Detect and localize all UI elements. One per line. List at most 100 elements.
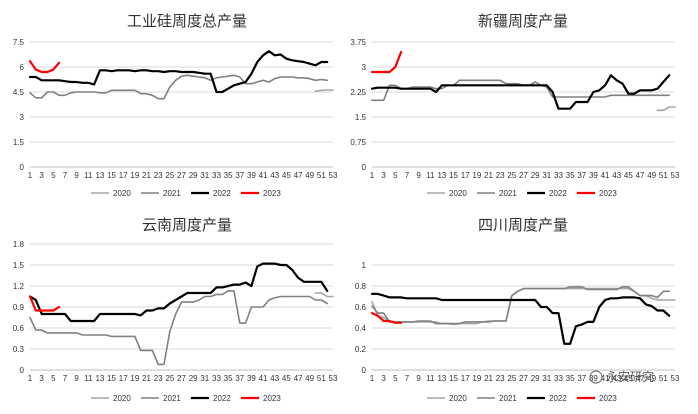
x-tick-label: 5 <box>393 171 398 180</box>
x-tick-label: 17 <box>461 171 470 180</box>
x-tick-label: 31 <box>200 374 209 383</box>
x-tick-label: 15 <box>107 171 116 180</box>
x-tick-label: 39 <box>247 374 256 383</box>
x-tick-label: 35 <box>566 171 575 180</box>
x-tick-label: 27 <box>177 171 186 180</box>
x-tick-label: 47 <box>294 374 303 383</box>
x-tick-label: 5 <box>393 374 398 383</box>
x-tick-label: 43 <box>612 374 621 383</box>
x-tick-label: 25 <box>507 374 516 383</box>
x-tick-label: 31 <box>542 374 551 383</box>
legend-label-2021: 2021 <box>163 394 181 403</box>
x-tick-label: 3 <box>39 171 44 180</box>
x-tick-label: 45 <box>282 171 291 180</box>
legend-label-2023: 2023 <box>263 189 281 198</box>
watermark-text: 永安研究 <box>606 369 654 384</box>
chart-title: 云南周度产量 <box>142 217 232 234</box>
x-tick-label: 7 <box>63 171 68 180</box>
x-tick-label: 47 <box>294 171 303 180</box>
y-tick-label: 0.2 <box>355 345 367 354</box>
x-tick-label: 3 <box>381 374 386 383</box>
series-line-2022 <box>370 292 671 345</box>
x-tick-label: 3 <box>381 171 386 180</box>
x-tick-label: 13 <box>437 374 446 383</box>
x-tick-label: 27 <box>177 374 186 383</box>
x-tick-label: 9 <box>74 374 79 383</box>
x-tick-label: 39 <box>247 171 256 180</box>
x-tick-label: 49 <box>647 171 656 180</box>
legend-label-2022: 2022 <box>549 189 567 198</box>
x-tick-label: 5 <box>51 171 56 180</box>
x-tick-label: 39 <box>589 374 598 383</box>
y-tick-label: 0.9 <box>13 303 25 312</box>
x-tick-label: 53 <box>671 374 680 383</box>
y-tick-label: 0.4 <box>355 324 367 333</box>
series-line-2021 <box>371 286 671 325</box>
x-tick-label: 37 <box>577 374 586 383</box>
x-tick-label: 39 <box>589 171 598 180</box>
x-tick-label: 43 <box>270 374 279 383</box>
legend-label-2023: 2023 <box>263 394 281 403</box>
y-tick-label: 0 <box>20 366 25 375</box>
x-tick-label: 23 <box>154 374 163 383</box>
series-line-2023 <box>28 60 61 74</box>
x-tick-label: 37 <box>235 171 244 180</box>
legend-label-2020: 2020 <box>449 394 467 403</box>
x-tick-label: 35 <box>566 374 575 383</box>
series-line-2021 <box>29 290 329 366</box>
x-tick-label: 21 <box>484 374 493 383</box>
x-tick-label: 13 <box>95 171 104 180</box>
chart-title: 新疆周度产量 <box>478 13 568 30</box>
x-tick-label: 27 <box>519 374 528 383</box>
y-tick-label: 1.5 <box>13 261 25 270</box>
x-tick-label: 31 <box>200 171 209 180</box>
legend-label-2021: 2021 <box>499 189 517 198</box>
x-tick-label: 19 <box>472 374 481 383</box>
x-tick-label: 13 <box>437 171 446 180</box>
x-tick-label: 33 <box>212 171 221 180</box>
y-tick-label: 3 <box>20 113 25 122</box>
x-tick-label: 45 <box>624 374 633 383</box>
series-line-2022 <box>28 262 329 323</box>
x-tick-label: 41 <box>601 171 610 180</box>
x-tick-label: 37 <box>577 171 586 180</box>
x-tick-label: 1 <box>28 374 33 383</box>
x-tick-label: 29 <box>531 171 540 180</box>
x-tick-label: 47 <box>636 374 645 383</box>
y-tick-label: 4.5 <box>13 88 25 97</box>
x-tick-label: 21 <box>142 171 151 180</box>
x-tick-label: 13 <box>95 374 104 383</box>
x-tick-label: 51 <box>317 374 326 383</box>
x-tick-label: 15 <box>449 171 458 180</box>
x-tick-label: 23 <box>154 171 163 180</box>
x-tick-label: 35 <box>224 374 233 383</box>
x-tick-label: 1 <box>370 374 375 383</box>
x-tick-label: 9 <box>416 171 421 180</box>
wechat-icon <box>589 370 603 384</box>
y-tick-label: 0.6 <box>355 303 367 312</box>
y-tick-label: 0 <box>362 366 367 375</box>
x-tick-label: 19 <box>130 374 139 383</box>
x-tick-label: 7 <box>63 374 68 383</box>
x-tick-label: 25 <box>507 171 516 180</box>
x-tick-label: 29 <box>189 374 198 383</box>
x-tick-label: 3 <box>39 374 44 383</box>
x-tick-label: 17 <box>461 374 470 383</box>
y-tick-label: 1.5 <box>13 138 25 147</box>
series-line-2020 <box>314 89 334 92</box>
x-tick-label: 45 <box>282 374 291 383</box>
y-tick-label: 3.75 <box>350 38 366 47</box>
y-tick-label: 0.75 <box>350 138 366 147</box>
y-tick-label: 7.5 <box>13 38 25 47</box>
x-tick-label: 21 <box>142 374 151 383</box>
x-tick-label: 11 <box>426 171 435 180</box>
x-tick-label: 47 <box>636 171 645 180</box>
x-tick-label: 37 <box>235 374 244 383</box>
y-tick-label: 0 <box>20 163 25 172</box>
x-tick-label: 33 <box>554 374 563 383</box>
chart-title: 工业硅周度总产量 <box>127 13 247 30</box>
x-tick-label: 5 <box>51 374 56 383</box>
